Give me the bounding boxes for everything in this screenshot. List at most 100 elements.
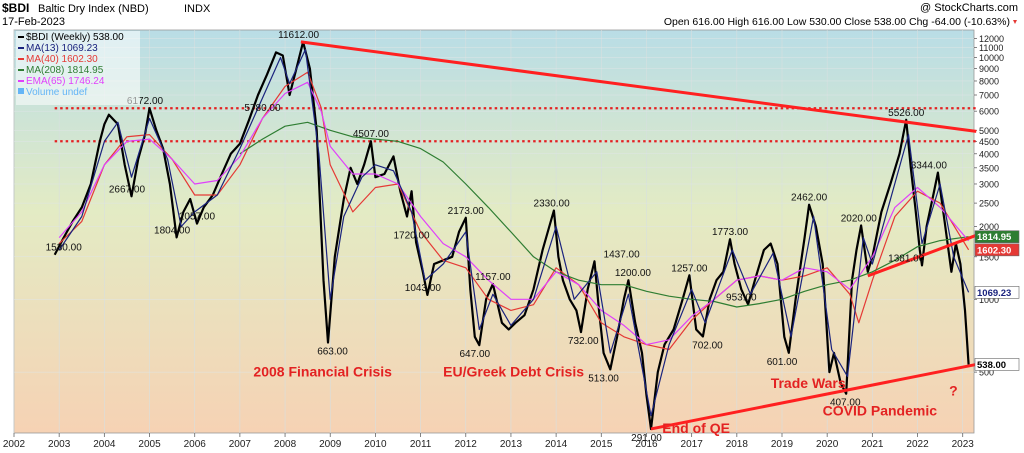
series-line xyxy=(58,48,970,417)
y-tick-label: 7000 xyxy=(979,91,999,101)
right-label-text: 1814.95 xyxy=(977,232,1012,243)
right-label-text: 1602.30 xyxy=(977,245,1011,256)
y-tick-label: 1000 xyxy=(979,295,999,305)
legend-box xyxy=(16,31,140,105)
right-label-text: 1069.23 xyxy=(977,288,1011,299)
x-tick-label: 2004 xyxy=(93,439,116,450)
y-tick-label: 500 xyxy=(979,368,994,378)
series-line xyxy=(58,81,970,346)
value-label: 647.00 xyxy=(460,349,491,360)
legend-entry: $BDI (Weekly) 538.00 xyxy=(26,32,124,43)
x-tick-label: 2009 xyxy=(319,439,342,450)
value-label: 3344.00 xyxy=(911,161,948,172)
value-label: 1157.00 xyxy=(475,272,511,283)
chart-name: Baltic Dry Index (NBD) xyxy=(38,3,149,15)
x-tick-label: 2010 xyxy=(364,439,387,450)
value-label: 407.00 xyxy=(830,398,861,409)
watermark: @ StockCharts.com xyxy=(920,2,1018,14)
y-tick-label: 1500 xyxy=(979,252,999,262)
value-label: 2667.00 xyxy=(109,184,146,195)
right-label-box xyxy=(974,243,1020,257)
right-label-box xyxy=(974,286,1020,299)
right-label-box xyxy=(974,358,1020,371)
x-tick-label: 2007 xyxy=(229,439,252,450)
x-tick-label: 2012 xyxy=(455,439,478,450)
value-label: 4507.00 xyxy=(353,129,390,140)
annotation-label: End of QE xyxy=(662,420,730,436)
value-label: 663.00 xyxy=(317,346,348,357)
value-label: 5780.00 xyxy=(244,103,281,114)
series-line xyxy=(53,40,970,431)
value-label: 291.00 xyxy=(631,433,662,444)
legend-entry: MA(13) 1069.23 xyxy=(26,43,98,54)
x-tick-label: 2005 xyxy=(138,439,161,450)
y-tick-label: 4000 xyxy=(979,149,999,159)
value-label: 2020.00 xyxy=(841,214,878,225)
x-tick-label: 2018 xyxy=(726,439,749,450)
annotation-label: Trade Wars xyxy=(771,375,846,391)
annotations: 2008 Financial Crisis EU/Greek Debt Crisi… xyxy=(253,363,957,436)
x-axis: 2002 2003 2004 2005 2006 2007 2008 2009 2010 2011… xyxy=(3,433,974,450)
value-label: 1530.00 xyxy=(46,243,83,254)
chart-date: 17-Feb-2023 xyxy=(2,16,65,28)
value-label: 1773.00 xyxy=(712,227,749,238)
right-label-text: 538.00 xyxy=(977,360,1006,371)
value-label: 1200.00 xyxy=(615,268,652,279)
trendline xyxy=(650,362,977,431)
value-label: 953.00 xyxy=(726,292,757,303)
value-label: 5526.00 xyxy=(888,108,925,119)
y-tick-label: 4500 xyxy=(979,137,999,147)
ohlc-readout: Open 616.00 High 616.00 Low 530.00 Close… xyxy=(664,16,1010,28)
y-tick-label: 2500 xyxy=(979,199,999,209)
value-label: 2330.00 xyxy=(534,199,571,210)
value-label: 601.00 xyxy=(767,357,798,368)
y-tick-label: 9000 xyxy=(979,64,999,74)
x-tick-label: 2023 xyxy=(952,439,975,450)
x-tick-label: 2008 xyxy=(274,439,297,450)
value-label: 6172.00 xyxy=(127,96,164,107)
trendlines xyxy=(300,40,977,431)
y-tick-label: 6000 xyxy=(979,107,999,117)
value-labels: 1530.00 2667.00 6172.00 1804.00 2057.00 5780.… xyxy=(46,30,948,444)
series-group xyxy=(53,40,970,431)
value-label: 2462.00 xyxy=(791,193,828,204)
value-label: 2057.00 xyxy=(179,212,216,223)
value-label: 1257.00 xyxy=(671,263,708,274)
x-tick-label: 2003 xyxy=(48,439,71,450)
value-label: 1804.00 xyxy=(154,225,191,236)
value-label: 1437.00 xyxy=(604,249,641,260)
annotation-label: 2008 Financial Crisis xyxy=(253,363,392,379)
y-tick-label: 2000 xyxy=(979,222,999,232)
chart-exchange: INDX xyxy=(184,3,211,15)
x-tick-label: 2002 xyxy=(3,439,26,450)
y-tick-label: 3000 xyxy=(979,179,999,189)
value-label: 1381.00 xyxy=(888,253,925,264)
y-tick-label: 8000 xyxy=(979,76,999,86)
plot-area xyxy=(13,29,975,434)
value-label: 1720.00 xyxy=(393,230,430,241)
annotation-label: COVID Pandemic xyxy=(823,403,938,419)
legend-entry: Volume undef xyxy=(26,87,87,98)
legend-entry: MA(40) 1602.30 xyxy=(26,54,98,65)
x-tick-label: 2017 xyxy=(681,439,704,450)
x-tick-label: 2015 xyxy=(590,439,613,450)
x-tick-label: 2014 xyxy=(545,439,568,450)
x-tick-label: 2011 xyxy=(410,439,432,450)
value-label: 732.00 xyxy=(568,336,599,347)
x-tick-label: 2006 xyxy=(184,439,207,450)
value-label: 2173.00 xyxy=(448,206,485,217)
x-tick-label: 2022 xyxy=(906,439,929,450)
y-tick-label: 3500 xyxy=(979,163,999,173)
y-tick-label: 10000 xyxy=(979,53,1004,63)
annotation-label: EU/Greek Debt Crisis xyxy=(443,363,584,379)
x-tick-label: 2021 xyxy=(861,439,884,450)
annotation-label: ? xyxy=(949,383,958,399)
legend-swatch xyxy=(18,88,24,94)
value-label: 513.00 xyxy=(588,373,619,384)
x-tick-label: 2013 xyxy=(500,439,523,450)
y-tick-label: 11000 xyxy=(979,43,1003,53)
series-line xyxy=(239,121,969,308)
